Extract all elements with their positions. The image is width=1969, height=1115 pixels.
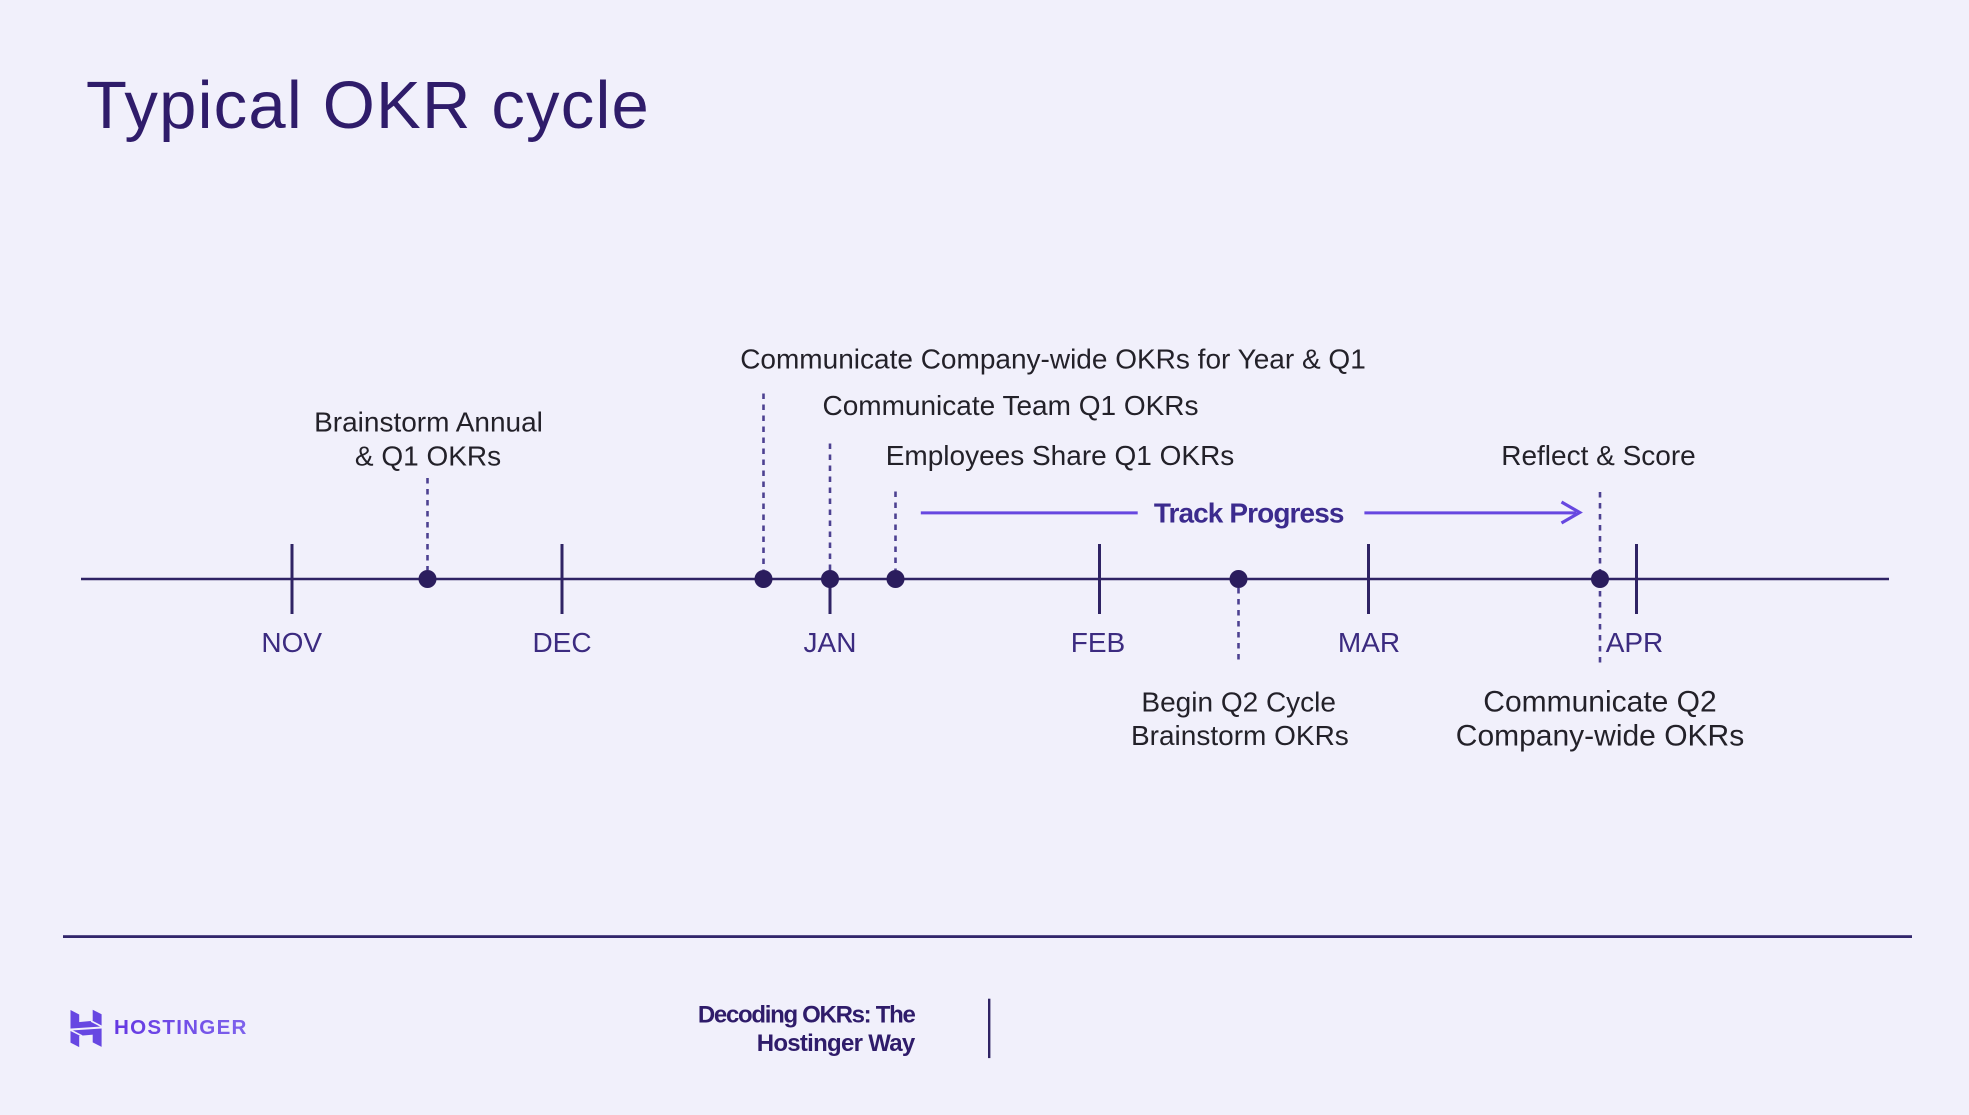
svg-text:Begin Q2 Cycle: Begin Q2 Cycle <box>1141 687 1336 718</box>
svg-text:Communicate Company-wide OKRs: Communicate Company-wide OKRs for Year &… <box>740 344 1366 375</box>
svg-text:Brainstorm OKRs: Brainstorm OKRs <box>1131 720 1349 751</box>
svg-text:NOV: NOV <box>261 627 322 658</box>
svg-text:Employees Share Q1 OKRs: Employees Share Q1 OKRs <box>886 440 1235 471</box>
svg-text:Typical OKR cycle: Typical OKR cycle <box>86 68 650 143</box>
svg-text:Reflect & Score: Reflect & Score <box>1501 440 1696 471</box>
svg-text:APR: APR <box>1606 627 1664 658</box>
svg-text:Hostinger Way: Hostinger Way <box>757 1030 916 1057</box>
svg-text:JAN: JAN <box>804 627 857 658</box>
svg-text:& Q1 OKRs: & Q1 OKRs <box>355 441 501 472</box>
svg-text:Company-wide OKRs: Company-wide OKRs <box>1456 720 1744 753</box>
svg-text:FEB: FEB <box>1071 627 1125 658</box>
svg-text:Brainstorm Annual: Brainstorm Annual <box>314 407 543 438</box>
svg-text:Communicate Team Q1 OKRs: Communicate Team Q1 OKRs <box>822 390 1198 421</box>
svg-text:HOSTINGER: HOSTINGER <box>114 1016 248 1039</box>
svg-text:DEC: DEC <box>532 627 591 658</box>
svg-text:Track Progress: Track Progress <box>1154 498 1344 529</box>
svg-text:Decoding OKRs: The: Decoding OKRs: The <box>698 1002 916 1029</box>
svg-text:MAR: MAR <box>1338 627 1400 658</box>
svg-text:Communicate Q2: Communicate Q2 <box>1483 686 1716 719</box>
